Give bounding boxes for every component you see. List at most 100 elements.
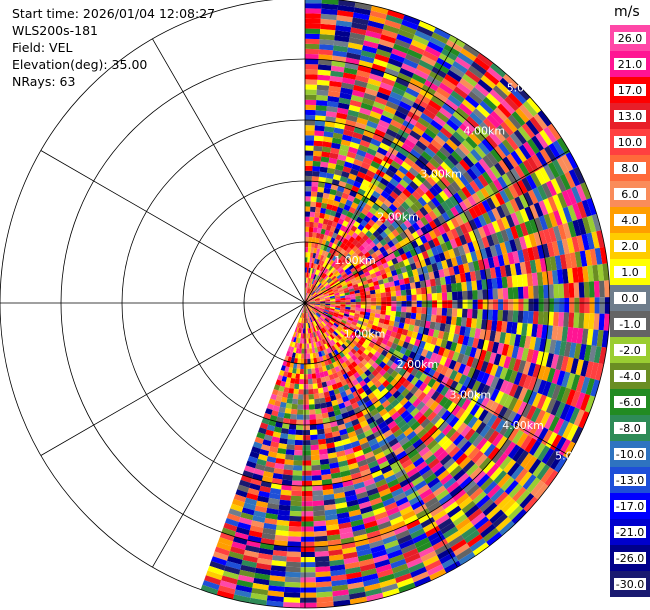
range-gate-cell bbox=[391, 296, 397, 302]
range-gate-cell bbox=[504, 240, 513, 254]
range-gate-cell bbox=[307, 307, 310, 313]
range-gate-cell bbox=[317, 291, 323, 295]
range-gate-cell bbox=[424, 232, 433, 242]
range-gate-cell bbox=[495, 452, 508, 467]
range-gate-cell bbox=[515, 210, 525, 225]
range-gate-cell bbox=[439, 323, 446, 332]
range-gate-cell bbox=[412, 102, 426, 113]
range-gate-cell bbox=[305, 160, 313, 166]
range-gate-cell bbox=[284, 366, 290, 373]
range-gate-cell bbox=[518, 298, 524, 311]
range-gate-cell bbox=[331, 584, 349, 592]
range-gate-cell bbox=[419, 280, 426, 288]
range-gate-cell bbox=[331, 232, 338, 239]
azimuth-spoke bbox=[304, 302, 570, 456]
range-gate-cell bbox=[320, 350, 326, 357]
range-gate-cell bbox=[425, 525, 441, 538]
range-gate-cell bbox=[438, 190, 449, 202]
range-gate-cell bbox=[315, 253, 319, 259]
range-gate-cell bbox=[512, 287, 519, 299]
range-gate-cell bbox=[318, 176, 326, 183]
range-gate-cell bbox=[309, 353, 314, 359]
range-gate-cell bbox=[453, 543, 470, 557]
range-gate-cell bbox=[557, 224, 567, 240]
range-gate-cell bbox=[374, 358, 383, 366]
range-gate-cell bbox=[562, 206, 573, 223]
range-gate-cell bbox=[497, 310, 504, 322]
range-gate-cell bbox=[316, 100, 328, 106]
range-gate-cell bbox=[319, 306, 325, 309]
range-gate-cell bbox=[305, 242, 309, 248]
range-gate-cell bbox=[398, 582, 416, 593]
range-gate-cell bbox=[498, 142, 511, 157]
range-gate-cell bbox=[387, 395, 396, 404]
range-gate-cell bbox=[320, 299, 326, 301]
range-gate-cell bbox=[310, 444, 319, 451]
range-gate-cell bbox=[446, 308, 453, 317]
range-gate-cell bbox=[286, 561, 301, 568]
range-gate-cell bbox=[349, 32, 366, 41]
range-gate-cell bbox=[433, 465, 447, 478]
range-gate-cell bbox=[347, 504, 360, 512]
range-gate-cell bbox=[336, 259, 342, 265]
range-gate-cell bbox=[309, 221, 314, 228]
range-gate-cell bbox=[285, 571, 301, 578]
range-gate-cell bbox=[383, 319, 390, 325]
range-gate-cell bbox=[472, 337, 480, 349]
range-gate-cell bbox=[521, 123, 536, 139]
range-gate-cell bbox=[453, 372, 463, 383]
range-gate-cell bbox=[325, 317, 331, 322]
range-gate-cell bbox=[387, 57, 403, 68]
range-gate-cell bbox=[373, 474, 385, 483]
range-gate-cell bbox=[268, 585, 285, 592]
range-gate-cell bbox=[367, 392, 376, 400]
range-gate-cell bbox=[318, 309, 324, 313]
range-gate-cell bbox=[412, 268, 419, 277]
range-gate-cell bbox=[446, 219, 456, 231]
range-gate-cell bbox=[327, 369, 333, 376]
range-gate-cell bbox=[444, 323, 451, 333]
range-gate-cell bbox=[362, 280, 369, 286]
range-gate-cell bbox=[558, 283, 565, 299]
range-gate-cell bbox=[340, 304, 346, 307]
range-gate-cell bbox=[506, 344, 515, 358]
range-gate-cell bbox=[470, 61, 487, 75]
range-gate-cell bbox=[480, 248, 488, 260]
range-gate-cell bbox=[320, 300, 326, 302]
range-gate-cell bbox=[413, 275, 420, 283]
range-gate-cell bbox=[309, 299, 315, 302]
range-gate-cell bbox=[457, 189, 468, 201]
range-gate-cell bbox=[504, 264, 512, 277]
range-gate-cell bbox=[383, 72, 398, 82]
range-gate-cell bbox=[330, 237, 336, 244]
range-gate-cell bbox=[591, 231, 600, 249]
range-gate-cell bbox=[351, 361, 358, 368]
range-gate-cell bbox=[320, 23, 336, 31]
range-gate-cell bbox=[432, 154, 444, 166]
range-gate-cell bbox=[487, 256, 495, 269]
range-gate-cell bbox=[341, 328, 348, 334]
range-gate-cell bbox=[361, 358, 368, 366]
range-gate-cell bbox=[496, 320, 503, 332]
range-gate-cell bbox=[493, 107, 508, 122]
range-gate-cell bbox=[317, 387, 324, 394]
range-gate-cell bbox=[387, 455, 399, 466]
range-gate-cell bbox=[221, 575, 238, 585]
range-gate-cell bbox=[324, 375, 331, 382]
range-gate-cell bbox=[489, 466, 504, 481]
range-gate-cell bbox=[316, 264, 321, 271]
range-gate-cell bbox=[275, 458, 285, 465]
range-gate-cell bbox=[327, 539, 342, 546]
range-gate-cell bbox=[306, 307, 310, 313]
range-gate-cell bbox=[313, 150, 322, 157]
range-gate-cell bbox=[380, 310, 386, 315]
range-gate-cell bbox=[339, 465, 350, 473]
range-gate-cell bbox=[309, 300, 315, 302]
range-gate-cell bbox=[270, 482, 282, 490]
range-gate-cell bbox=[384, 314, 391, 321]
range-gate-cell bbox=[507, 287, 514, 300]
range-gate-cell bbox=[485, 362, 494, 375]
range-gate-cell bbox=[455, 214, 465, 226]
range-gate-cell bbox=[488, 401, 499, 415]
range-gate-cell bbox=[472, 204, 483, 217]
